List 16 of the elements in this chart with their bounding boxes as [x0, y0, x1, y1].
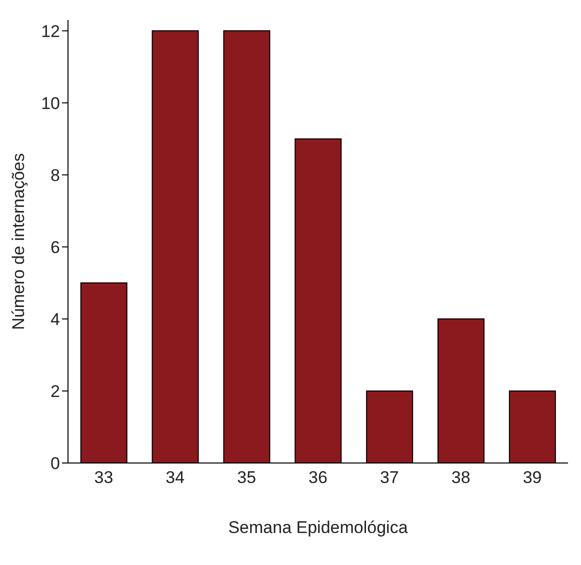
y-tick-label: 10	[41, 94, 60, 113]
y-tick-label: 6	[50, 238, 60, 257]
y-axis-title: Número de internações	[9, 153, 28, 330]
x-tick-label: 39	[522, 468, 542, 488]
y-tick-label: 0	[50, 454, 60, 474]
x-tick-label: 38	[451, 468, 470, 488]
y-tick-label: 4	[50, 310, 60, 329]
x-tick-label: 33	[94, 468, 114, 488]
y-tick-label: 2	[50, 382, 60, 401]
x-tick-label: 35	[237, 468, 256, 488]
x-tick-label: 37	[380, 468, 399, 488]
x-tick-label: 34	[166, 468, 185, 488]
x-tick-label: 36	[308, 468, 328, 488]
y-tick-label: 8	[50, 166, 60, 185]
y-tick-label: 12	[41, 22, 60, 41]
x-axis-title: Semana Epidemológica	[228, 518, 408, 537]
